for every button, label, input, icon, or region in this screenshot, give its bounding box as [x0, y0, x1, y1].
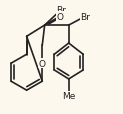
Text: O: O	[39, 59, 46, 68]
Text: O: O	[57, 13, 64, 21]
Text: Br: Br	[81, 13, 91, 21]
Text: Br: Br	[57, 6, 66, 15]
Text: Me: Me	[62, 91, 75, 100]
